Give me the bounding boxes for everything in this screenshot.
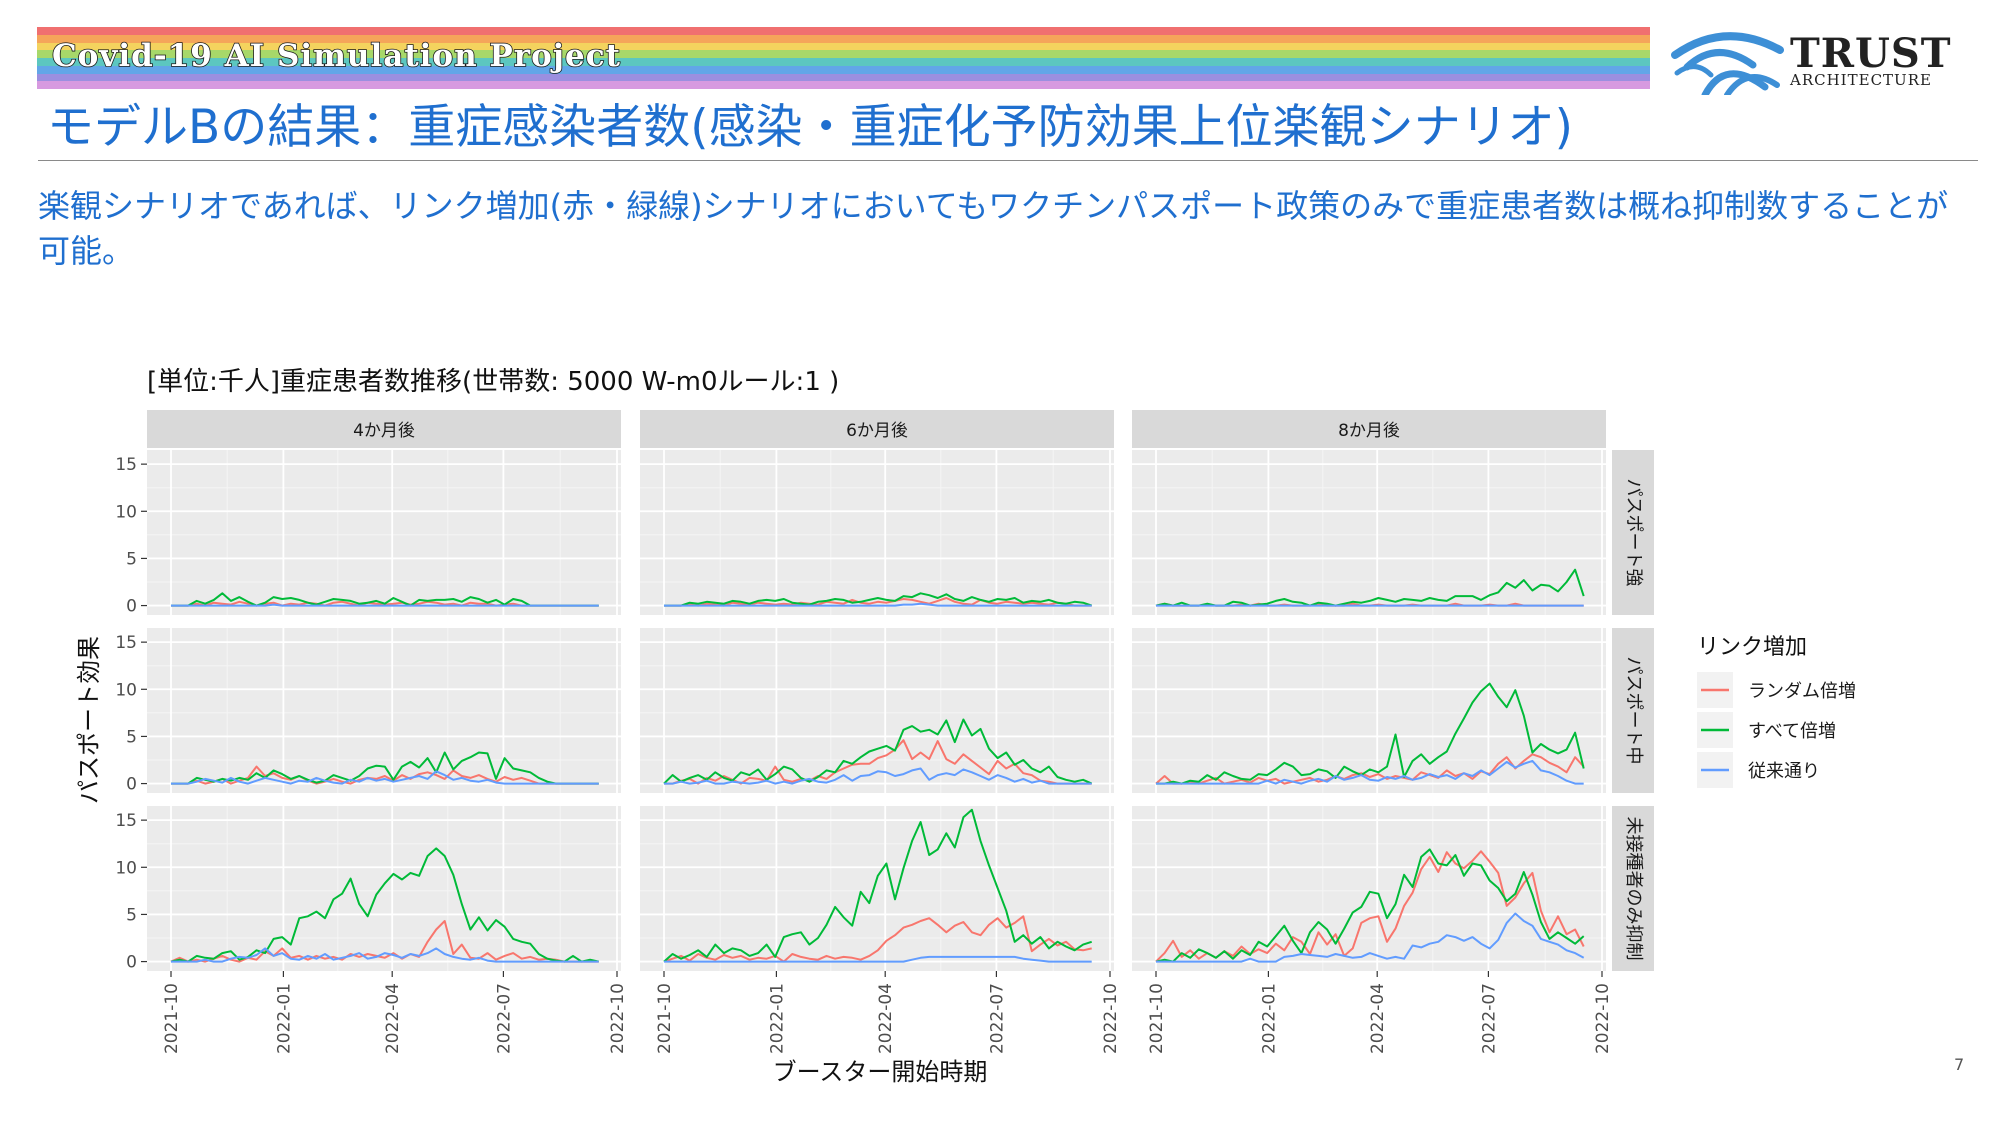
y-tick-label: 5 bbox=[126, 727, 137, 747]
panel-background bbox=[147, 806, 621, 971]
banner-stripe bbox=[37, 34, 1650, 43]
x-tick-label: 2022-07 bbox=[987, 983, 1007, 1054]
series-line-3 bbox=[171, 603, 599, 607]
x-tick-label: 2021-10 bbox=[162, 983, 182, 1054]
y-tick-label: 0 bbox=[126, 597, 137, 617]
series-line-2 bbox=[663, 718, 1093, 785]
panel-background bbox=[1132, 628, 1606, 793]
banner-stripe bbox=[37, 65, 1650, 74]
facet-strip-label: パスポート中 bbox=[1623, 657, 1644, 765]
series-line-2 bbox=[1155, 568, 1585, 607]
legend-label: ランダム倍増 bbox=[1748, 681, 1856, 702]
x-tick-label: 2022-01 bbox=[1259, 983, 1279, 1054]
page-number: 7 bbox=[1954, 1055, 1965, 1074]
x-axis-title: ブースター開始時期 bbox=[773, 1058, 988, 1086]
x-tick-label: 2022-01 bbox=[274, 983, 294, 1054]
series-line-3 bbox=[664, 955, 1092, 963]
banner-stripe bbox=[37, 42, 1650, 51]
series-line-2 bbox=[664, 592, 1093, 607]
y-tick-label: 15 bbox=[115, 811, 137, 831]
series-line-3 bbox=[664, 602, 1092, 607]
series-line-3 bbox=[664, 767, 1092, 785]
series-line-1 bbox=[170, 920, 599, 963]
panel-background bbox=[640, 450, 1114, 615]
x-tick-label: 2021-10 bbox=[1147, 983, 1167, 1054]
facet-strip-label: 4か月後 bbox=[353, 421, 415, 441]
series-line-2 bbox=[171, 751, 599, 785]
chart-title: [単位:千人]重症患者数推移(世帯数: 5000 W-m0ルール:1 ) bbox=[147, 367, 839, 397]
facet-strip-right bbox=[1612, 806, 1654, 971]
panel-background bbox=[147, 628, 621, 793]
y-tick-label: 5 bbox=[126, 549, 137, 569]
facet-strip-top bbox=[640, 410, 1114, 448]
x-tick-label: 2022-10 bbox=[1101, 983, 1121, 1054]
x-tick-label: 2022-07 bbox=[494, 983, 514, 1054]
y-tick-label: 5 bbox=[126, 905, 137, 925]
series-line-1 bbox=[664, 597, 1092, 607]
series-line-3 bbox=[171, 770, 599, 785]
y-tick-label: 10 bbox=[115, 680, 137, 700]
facet-strip-top bbox=[147, 410, 621, 448]
x-tick-label: 2022-04 bbox=[1368, 983, 1388, 1054]
x-tick-label: 2022-04 bbox=[383, 983, 403, 1054]
panel-background bbox=[640, 628, 1114, 793]
legend-label: すべて倍増 bbox=[1748, 721, 1836, 742]
series-line-2 bbox=[171, 592, 599, 607]
logo-subtitle: ARCHITECTURE bbox=[1790, 71, 1932, 89]
series-line-1 bbox=[663, 915, 1092, 963]
trust-architecture-logo-icon bbox=[1671, 32, 1784, 95]
banner-stripe bbox=[37, 27, 1650, 35]
y-tick-label: 10 bbox=[115, 858, 137, 878]
series-line-3 bbox=[1156, 912, 1585, 963]
legend-title: リンク増加 bbox=[1697, 635, 1807, 660]
banner-stripe bbox=[37, 58, 1650, 66]
facet-strip-label: パスポート強 bbox=[1623, 479, 1644, 587]
legend-label: 従来通り bbox=[1748, 761, 1820, 782]
facet-strip-label: 8か月後 bbox=[1338, 421, 1400, 441]
facet-strip-top bbox=[1132, 410, 1606, 448]
title-divider bbox=[38, 160, 1978, 161]
x-tick-label: 2022-01 bbox=[767, 983, 787, 1054]
y-axis-title: パスポート効果 bbox=[75, 636, 103, 804]
x-tick-label: 2022-10 bbox=[608, 983, 628, 1054]
y-tick-label: 0 bbox=[126, 953, 137, 973]
facet-strip-right bbox=[1612, 450, 1654, 615]
series-line-2 bbox=[170, 847, 599, 963]
x-tick-label: 2021-10 bbox=[655, 983, 675, 1054]
series-line-2 bbox=[663, 808, 1093, 963]
y-tick-label: 15 bbox=[115, 455, 137, 475]
banner-stripe bbox=[37, 81, 1650, 89]
x-tick-label: 2022-04 bbox=[876, 983, 896, 1054]
banner-stripe bbox=[37, 50, 1650, 58]
banner-stripe bbox=[37, 73, 1650, 82]
body-text: 楽観シナリオであれば、リンク増加(赤・緑線)シナリオにおいてもワクチンパスポート… bbox=[38, 187, 1949, 270]
panel-background bbox=[1132, 806, 1606, 971]
facet-strip-right bbox=[1612, 628, 1654, 793]
y-tick-label: 15 bbox=[115, 633, 137, 653]
banner-title: Covid-19 AI Simulation Project bbox=[51, 37, 621, 75]
x-tick-label: 2022-10 bbox=[1593, 983, 1613, 1054]
y-tick-label: 0 bbox=[126, 775, 137, 795]
rainbow-banner bbox=[37, 27, 1650, 89]
facet-strip-label: 6か月後 bbox=[846, 421, 908, 441]
x-tick-label: 2022-07 bbox=[1479, 983, 1499, 1054]
facet-strip-label: 未接種者のみ抑制 bbox=[1623, 817, 1644, 961]
panel-background bbox=[1132, 450, 1606, 615]
series-line-3 bbox=[171, 947, 599, 963]
page-title: モデルBの結果：重症感染者数(感染・重症化予防効果上位楽観シナリオ) bbox=[47, 100, 1573, 155]
panel-background bbox=[147, 450, 621, 615]
y-tick-label: 10 bbox=[115, 502, 137, 522]
series-line-3 bbox=[1156, 759, 1584, 785]
series-line-2 bbox=[1155, 848, 1585, 963]
panel-background bbox=[640, 806, 1114, 971]
logo-word: TRUST bbox=[1790, 30, 1952, 77]
series-line-2 bbox=[1156, 682, 1585, 785]
series-line-1 bbox=[171, 765, 599, 785]
